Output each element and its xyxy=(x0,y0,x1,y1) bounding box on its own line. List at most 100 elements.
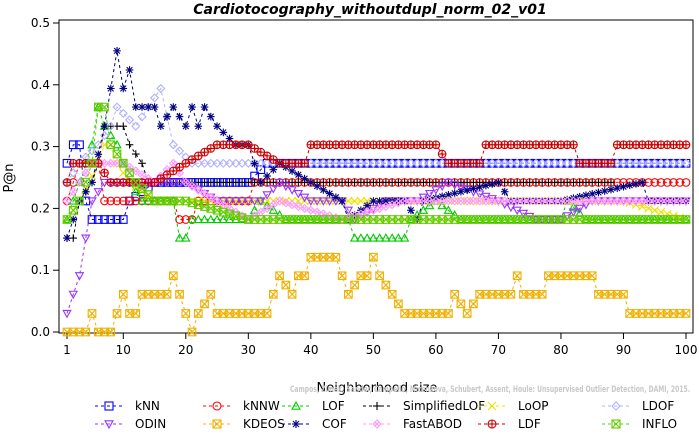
data-point xyxy=(469,299,478,309)
data-point xyxy=(387,289,397,299)
data-point xyxy=(231,197,241,206)
data-point xyxy=(350,215,359,224)
data-point xyxy=(127,164,132,170)
legend-label: FastABOD xyxy=(403,417,462,431)
data-point xyxy=(531,215,541,224)
data-point xyxy=(268,215,278,224)
data-point xyxy=(75,140,84,150)
data-point xyxy=(525,158,535,168)
data-point xyxy=(608,198,614,204)
data-point xyxy=(231,309,241,318)
data-point xyxy=(387,290,397,299)
data-point xyxy=(206,158,216,168)
data-point xyxy=(312,197,322,206)
data-point xyxy=(206,289,216,299)
data-point xyxy=(187,198,197,208)
data-point xyxy=(368,158,378,168)
data-point xyxy=(106,121,116,131)
data-point xyxy=(70,216,77,223)
x-tick-label: 90 xyxy=(616,343,631,357)
data-point xyxy=(212,158,222,168)
series-kdeos xyxy=(62,252,691,337)
data-point xyxy=(150,196,159,206)
data-point xyxy=(444,309,453,318)
data-point xyxy=(287,200,297,210)
data-point xyxy=(588,271,597,280)
data-point xyxy=(556,271,566,281)
data-point xyxy=(487,215,497,224)
data-point xyxy=(487,289,497,299)
data-point xyxy=(408,198,414,204)
data-point xyxy=(331,253,341,262)
data-point xyxy=(168,178,179,188)
data-point xyxy=(118,289,128,299)
data-point xyxy=(451,190,458,197)
data-point xyxy=(307,179,315,186)
data-point xyxy=(533,198,539,204)
data-point xyxy=(292,420,300,428)
data-point xyxy=(502,198,507,204)
data-point xyxy=(389,202,395,207)
data-point xyxy=(669,309,678,318)
data-point xyxy=(562,271,572,281)
data-point xyxy=(224,214,235,224)
data-point xyxy=(175,289,184,299)
data-point xyxy=(137,289,147,299)
data-point xyxy=(543,196,554,206)
data-point xyxy=(446,198,451,204)
data-point xyxy=(450,196,460,206)
data-point xyxy=(275,196,285,206)
data-point xyxy=(175,196,184,206)
data-point xyxy=(312,215,322,224)
data-point xyxy=(262,309,272,318)
data-point xyxy=(463,186,471,194)
data-point xyxy=(646,198,651,204)
data-point xyxy=(652,198,658,204)
data-point xyxy=(87,158,97,168)
data-point xyxy=(487,196,497,206)
data-point xyxy=(376,197,383,205)
data-point xyxy=(195,122,202,130)
data-point xyxy=(256,197,266,206)
data-point xyxy=(99,130,110,141)
data-point xyxy=(138,103,146,111)
data-point xyxy=(681,309,691,318)
data-point xyxy=(602,198,608,204)
data-point xyxy=(87,197,97,206)
data-point xyxy=(431,215,441,224)
data-point xyxy=(538,290,547,299)
data-point xyxy=(506,289,516,299)
data-point xyxy=(331,158,341,168)
data-point xyxy=(162,178,172,188)
data-point xyxy=(87,146,97,156)
data-point xyxy=(231,211,241,221)
data-point xyxy=(424,200,435,210)
y-tick-label: 0.3 xyxy=(31,140,50,154)
x-tick-label: 100 xyxy=(675,343,698,357)
data-point xyxy=(650,196,660,206)
data-point xyxy=(550,196,560,206)
data-point xyxy=(637,309,647,318)
data-point xyxy=(351,211,358,219)
data-point xyxy=(337,271,347,280)
data-point xyxy=(356,215,366,224)
data-point xyxy=(399,233,410,242)
data-point xyxy=(275,215,284,224)
data-point xyxy=(275,271,284,281)
data-point xyxy=(569,215,578,224)
data-point xyxy=(381,215,391,224)
data-point xyxy=(137,184,147,193)
x-tick-label: 40 xyxy=(303,343,318,357)
data-point xyxy=(126,66,133,74)
data-point xyxy=(611,419,621,429)
legend: kNN kNNW LOF SimplifiedLOF LoOP LDOF ODIN KDEOS… xyxy=(95,399,677,431)
data-point xyxy=(133,168,139,174)
data-point xyxy=(500,215,510,224)
legend-item-fastabod: FastABOD xyxy=(363,417,462,431)
data-point xyxy=(562,158,572,168)
data-point xyxy=(469,215,478,224)
data-point xyxy=(638,202,647,211)
data-point xyxy=(394,299,403,309)
data-point xyxy=(600,215,610,224)
data-point xyxy=(494,289,503,299)
